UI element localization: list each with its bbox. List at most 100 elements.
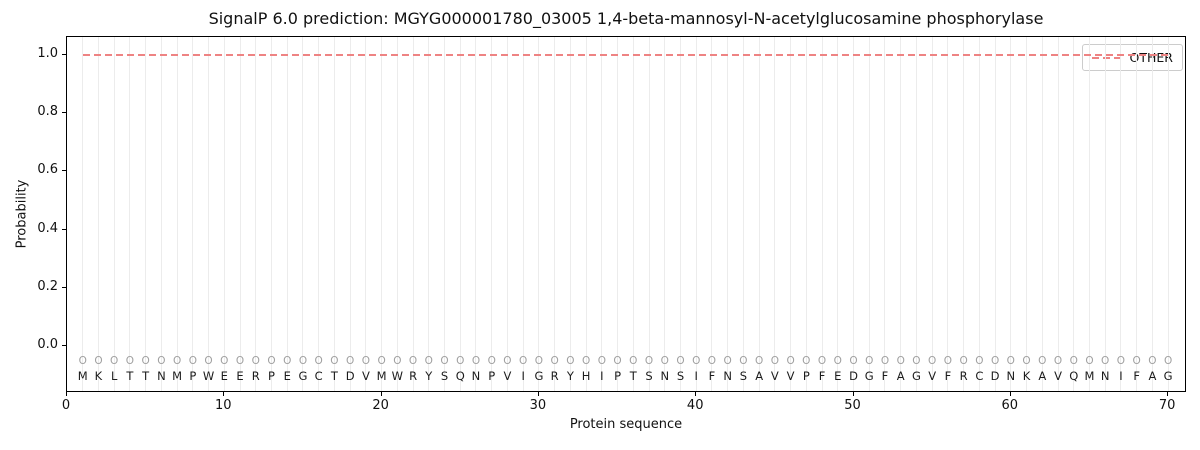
grid-line (208, 37, 210, 391)
residue-letter: G (298, 368, 308, 383)
grid-line (223, 37, 225, 391)
region-label: O (786, 354, 795, 367)
residue-letter: C (975, 368, 984, 383)
grid-line (113, 37, 115, 391)
residue-letter: E (834, 368, 842, 383)
residue-letter: I (1119, 368, 1123, 383)
residue-letter: D (345, 368, 355, 383)
region-label: O (928, 354, 937, 367)
grid-line (302, 37, 304, 391)
grid-line (1136, 37, 1138, 391)
region-label: O (330, 354, 339, 367)
region-label: O (377, 354, 386, 367)
grid-line (963, 37, 965, 391)
grid-line (97, 37, 99, 391)
residue-letter: T (142, 368, 150, 383)
other-probability-line (82, 53, 1169, 56)
grid-line (1104, 37, 1106, 391)
region-label: O (1163, 354, 1173, 367)
x-tick-label: 70 (1158, 398, 1176, 413)
region-label: O (298, 354, 308, 367)
x-tick-mark (380, 392, 382, 396)
region-label: O (833, 354, 842, 367)
chart-title: SignalP 6.0 prediction: MGYG000001780_03… (208, 9, 1044, 28)
residue-letter: P (614, 368, 622, 383)
residue-letter: N (157, 368, 166, 383)
residue-letter: S (739, 368, 748, 383)
x-tick-mark (695, 392, 697, 396)
grid-line (365, 37, 367, 391)
residue-letter: A (1148, 368, 1157, 383)
y-tick-label: 1.0 (37, 45, 58, 61)
region-label: O (283, 354, 292, 367)
residue-letter: Y (425, 368, 433, 383)
grid-line (192, 37, 194, 391)
region-label: O (912, 354, 921, 367)
residue-letter: G (864, 368, 874, 383)
grid-line (758, 37, 760, 391)
residue-letter: M (1084, 368, 1095, 383)
grid-line (695, 37, 697, 391)
region-label: O (660, 354, 669, 367)
residue-letter: P (189, 368, 197, 383)
residue-letter: T (629, 368, 637, 383)
residue-letter: K (1022, 368, 1031, 383)
grid-line (286, 37, 288, 391)
grid-line (1151, 37, 1153, 391)
residue-letter: F (881, 368, 889, 383)
y-tick-label: 0.2 (37, 278, 58, 294)
residue-letter: S (440, 368, 449, 383)
grid-line (853, 37, 855, 391)
region-label: O (204, 354, 213, 367)
grid-line (129, 37, 131, 391)
region-label: O (975, 354, 984, 367)
residue-letter: H (581, 368, 591, 383)
region-label: O (110, 354, 119, 367)
x-tick-label: 60 (1001, 398, 1019, 413)
grid-line (538, 37, 540, 391)
region-label: O (692, 354, 701, 367)
x-tick-label: 40 (686, 398, 704, 413)
grid-line (255, 37, 257, 391)
residue-letter: R (409, 368, 418, 383)
grid-line (459, 37, 461, 391)
y-tick-mark (62, 53, 66, 55)
region-label: O (723, 354, 732, 367)
residue-letter: P (802, 368, 810, 383)
residue-letter: C (314, 368, 323, 383)
residue-letter: P (488, 368, 496, 383)
residue-letter: A (896, 368, 905, 383)
residue-letter: N (471, 368, 481, 383)
grid-line (444, 37, 446, 391)
region-label: O (141, 354, 150, 367)
region-label: O (865, 354, 874, 367)
grid-line (396, 37, 398, 391)
grid-line (160, 37, 162, 391)
grid-line (145, 37, 147, 391)
grid-line (837, 37, 839, 391)
grid-line (1073, 37, 1075, 391)
x-tick-mark (537, 392, 539, 396)
grid-line (554, 37, 556, 391)
region-label: O (487, 354, 496, 367)
plot-area: OTHER OMOKOLOTOTONOMOPOWOEOEOROPOEOGOCOT… (66, 36, 1186, 392)
grid-line (82, 37, 84, 391)
residue-letter: Q (455, 368, 465, 383)
residue-letter: I (694, 368, 698, 383)
region-label: O (220, 354, 229, 367)
y-tick-label: 0.8 (37, 103, 58, 119)
grid-line (1057, 37, 1059, 391)
region-label: O (361, 354, 370, 367)
grid-line (601, 37, 603, 391)
region-label: O (519, 354, 528, 367)
region-label: O (849, 354, 858, 367)
grid-line (585, 37, 587, 391)
x-tick-label: 10 (215, 398, 232, 413)
region-label: O (440, 354, 449, 367)
x-axis-label: Protein sequence (569, 417, 683, 432)
grid-line (1120, 37, 1122, 391)
grid-line (900, 37, 902, 391)
region-label: O (393, 354, 402, 367)
grid-line (239, 37, 241, 391)
y-tick-mark (62, 286, 66, 288)
